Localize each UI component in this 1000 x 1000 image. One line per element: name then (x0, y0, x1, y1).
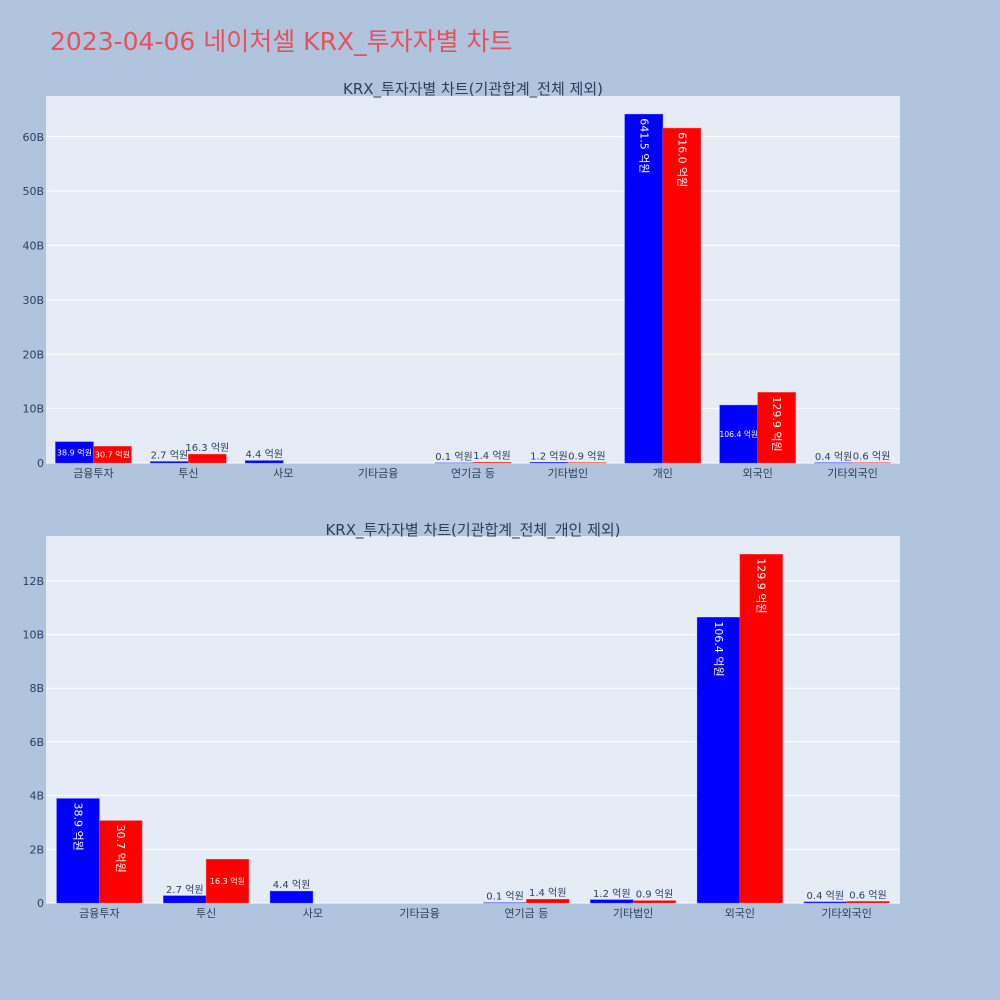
bar-label: 0.6 억원 (849, 889, 886, 901)
bar-label: 1.2 억원 (593, 888, 630, 900)
bar (696, 617, 741, 904)
y-tick-label: 6B (29, 736, 44, 749)
bar-label: 1.2 억원 (530, 450, 567, 462)
bar (590, 899, 634, 904)
bar (99, 820, 143, 904)
y-tick-label: 2B (29, 843, 44, 856)
bar-label: 106.4 억원 (712, 621, 725, 676)
bar (719, 404, 758, 464)
x-tick-label: 기타외국인 (821, 907, 872, 920)
bar-label: 0.6 억원 (853, 451, 890, 463)
bar-label: 30.7 억원 (95, 450, 130, 460)
x-tick-label: 개인 (653, 467, 673, 480)
bar-label: 129.9 억원 (755, 558, 768, 613)
chart-title: KRX_투자자별 차트(기관합계_전체_개인 제외) (325, 521, 620, 540)
bar-label: 0.1 억원 (435, 451, 472, 463)
bar-label: 0.1 억원 (486, 891, 523, 903)
bar (245, 460, 284, 464)
x-tick-label: 사모 (303, 907, 323, 920)
x-tick-label: 금융투자 (73, 467, 113, 480)
bar (846, 901, 890, 904)
bar (529, 462, 569, 464)
x-tick-label: 기타법인 (613, 907, 653, 920)
bar (56, 798, 100, 904)
y-tick-label: 8B (29, 682, 44, 695)
x-tick-label: 투신 (178, 467, 198, 480)
y-tick-label: 40B (22, 240, 44, 253)
bar (163, 895, 207, 904)
y-tick-label: 20B (22, 348, 44, 361)
bar (526, 898, 570, 904)
bar-label: 0.9 억원 (568, 451, 605, 463)
bar (150, 461, 189, 464)
bar-label: 2.7 억원 (166, 884, 203, 896)
x-tick-label: 연기금 등 (451, 467, 495, 480)
bar-label: 0.4 억원 (807, 890, 844, 902)
bar-label: 616.0 억원 (675, 132, 688, 187)
y-tick-label: 50B (22, 185, 44, 198)
y-tick-label: 10B (22, 629, 44, 642)
bar-label: 2.7 억원 (151, 450, 188, 462)
x-tick-label: 외국인 (742, 467, 772, 480)
x-tick-label: 연기금 등 (504, 907, 548, 920)
bar-label: 38.9 억원 (57, 447, 92, 457)
bar-label: 0.4 억원 (815, 451, 852, 463)
x-tick-label: 기타법인 (548, 467, 588, 480)
bar (739, 554, 783, 904)
bar (93, 446, 132, 464)
page-title: 2023-04-06 네이처셀 KRX_투자자별 차트 (50, 27, 513, 56)
bar-label: 0.9 억원 (636, 889, 673, 901)
bar (757, 392, 796, 464)
x-tick-label: 기타외국인 (827, 467, 878, 480)
bar-label: 641.5 억원 (637, 118, 650, 173)
bar (624, 113, 664, 464)
y-tick-label: 4B (29, 790, 44, 803)
y-tick-label: 12B (22, 575, 44, 588)
bar (205, 858, 250, 904)
y-tick-label: 0 (37, 457, 44, 470)
bars: 38.9 억원 30.7 억원 2.7 억원 16.3 억원 4.4 억원 0.1 억원 1… (56, 554, 890, 904)
bar-label: 4.4 억원 (273, 879, 310, 891)
bar (803, 901, 847, 904)
bar (188, 453, 227, 464)
bar-label: 30.7 억원 (114, 825, 127, 873)
bar (269, 890, 314, 904)
x-tick-label: 외국인 (725, 907, 755, 920)
bar (662, 127, 701, 464)
bar-label: 1.4 억원 (529, 887, 566, 899)
chart-2: 0 2B 4B 6B 8B 10B 12B KRX_투자자별 차트(기관합계_전체_개인 제외… (22, 521, 900, 920)
bar-label: 106.4 억원 (719, 430, 758, 439)
x-tick-label: 투신 (196, 907, 216, 920)
y-tick-label: 10B (22, 403, 44, 416)
bar-label: 16.3 억원 (210, 876, 245, 886)
x-tick-label: 기타금융 (358, 467, 398, 480)
chart-title: KRX_투자자별 차트(기관합계_전체 제외) (343, 80, 603, 99)
bar (632, 900, 677, 904)
chart-1: 0 10B 20B 30B 40B 50B 60B KRX_투자자별 차트(기관합계_전체 제… (22, 80, 900, 480)
bar (472, 461, 512, 464)
x-tick-label: 기타금융 (399, 907, 439, 920)
bar-label: 38.9 억원 (72, 803, 85, 851)
bar-label: 129.9 억원 (770, 396, 783, 451)
bar-label: 1.4 억원 (473, 450, 510, 462)
x-tick-label: 사모 (273, 467, 293, 480)
y-tick-label: 30B (22, 294, 44, 307)
y-tick-label: 0 (37, 897, 44, 910)
x-tick-label: 금융투자 (79, 907, 119, 920)
bar-label: 16.3 억원 (185, 442, 229, 454)
y-tick-label: 60B (22, 131, 44, 144)
bar-label: 4.4 억원 (246, 449, 283, 461)
